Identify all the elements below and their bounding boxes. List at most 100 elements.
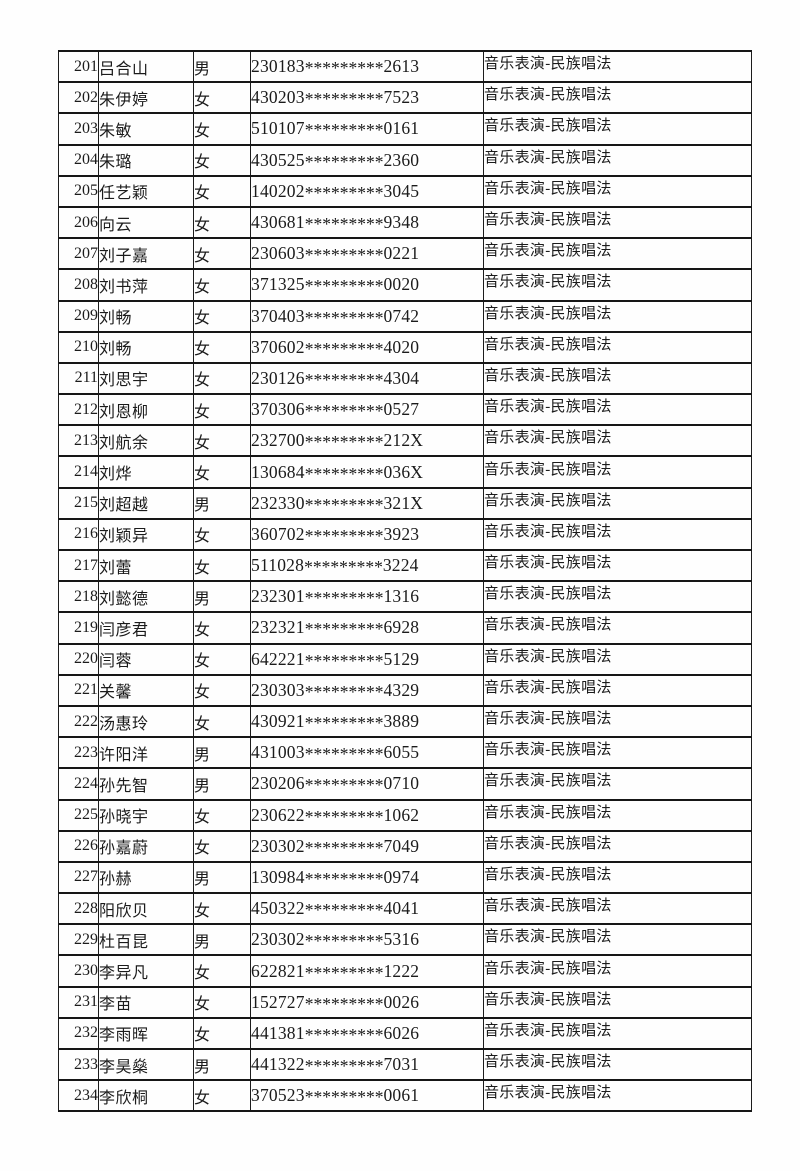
- major-label: 音乐表演-民族唱法: [484, 586, 612, 603]
- table-row: 225 孙晓宇 女 230622*********1062 音乐表演-民族唱法: [58, 798, 752, 832]
- row-index: 218: [58, 580, 99, 614]
- major: 音乐表演-民族唱法: [483, 268, 752, 302]
- table-row: 219 闫彦君 女 232321*********6928 音乐表演-民族唱法: [58, 611, 752, 645]
- gender: 女: [193, 1079, 251, 1113]
- gender: 女: [193, 548, 251, 583]
- major-label: 音乐表演-民族唱法: [484, 711, 612, 728]
- major: 音乐表演-民族唱法: [483, 174, 752, 208]
- major: 音乐表演-民族唱法: [483, 486, 752, 520]
- id-number: 360702*********3923: [250, 517, 484, 552]
- row-index: 234: [58, 1079, 99, 1113]
- student-name: 刘子嘉: [98, 237, 194, 271]
- id-number: 140202*********3045: [250, 174, 484, 208]
- id-number: 430525*********2360: [250, 143, 484, 177]
- row-index: 220: [58, 642, 99, 676]
- row-index: 203: [58, 112, 99, 146]
- major-label: 音乐表演-民族唱法: [484, 617, 612, 634]
- major: 音乐表演-民族唱法: [483, 923, 752, 957]
- id-number: 370523*********0061: [250, 1079, 484, 1113]
- table-row: 230 李异凡 女 622821*********1222 音乐表演-民族唱法: [58, 954, 752, 988]
- student-name: 孙赫: [98, 860, 194, 895]
- row-index: 224: [58, 767, 99, 801]
- major-label: 音乐表演-民族唱法: [484, 773, 612, 790]
- table-row: 206 向云 女 430681*********9348 音乐表演-民族唱法: [58, 205, 752, 240]
- row-index: 222: [58, 704, 99, 739]
- major-label: 音乐表演-民族唱法: [484, 461, 612, 478]
- id-number: 430921*********3889: [250, 704, 484, 739]
- major-label: 音乐表演-民族唱法: [484, 835, 612, 852]
- major: 音乐表演-民族唱法: [483, 299, 752, 333]
- major-label: 音乐表演-民族唱法: [484, 1022, 612, 1039]
- student-name: 杜百昆: [98, 923, 194, 957]
- row-index: 233: [58, 1047, 99, 1082]
- major: 音乐表演-民族唱法: [483, 704, 752, 739]
- gender: 女: [193, 985, 251, 1019]
- gender: 男: [193, 860, 251, 895]
- row-index: 201: [58, 49, 99, 84]
- student-name: 向云: [98, 205, 194, 240]
- student-name: 朱璐: [98, 143, 194, 177]
- major-label: 音乐表演-民族唱法: [484, 804, 612, 821]
- student-name: 吕合山: [98, 49, 194, 84]
- table-row: 204 朱璐 女 430525*********2360 音乐表演-民族唱法: [58, 143, 752, 177]
- student-name: 刘畅: [98, 330, 194, 364]
- major-label: 音乐表演-民族唱法: [484, 648, 612, 665]
- gender: 女: [193, 205, 251, 240]
- student-name: 李昊燊: [98, 1047, 194, 1082]
- major-label: 音乐表演-民族唱法: [484, 274, 612, 291]
- gender: 男: [193, 736, 251, 770]
- row-index: 212: [58, 393, 99, 427]
- gender: 男: [193, 923, 251, 957]
- major-label: 音乐表演-民族唱法: [484, 492, 612, 509]
- student-name: 刘恩柳: [98, 393, 194, 427]
- major-label: 音乐表演-民族唱法: [484, 399, 612, 416]
- id-number: 232330*********321X: [250, 486, 484, 520]
- major: 音乐表演-民族唱法: [483, 330, 752, 364]
- table-row: 210 刘畅 女 370602*********4020 音乐表演-民族唱法: [58, 330, 752, 364]
- student-name: 关馨: [98, 673, 194, 707]
- table-row: 215 刘超越 男 232330*********321X 音乐表演-民族唱法: [58, 486, 752, 520]
- major: 音乐表演-民族唱法: [483, 455, 752, 489]
- table-row: 233 李昊燊 男 441322*********7031 音乐表演-民族唱法: [58, 1047, 752, 1082]
- major: 音乐表演-民族唱法: [483, 517, 752, 552]
- student-name: 刘颖异: [98, 517, 194, 552]
- gender: 女: [193, 393, 251, 427]
- row-index: 227: [58, 860, 99, 895]
- gender: 女: [193, 1016, 251, 1051]
- major-label: 音乐表演-民族唱法: [484, 430, 612, 447]
- gender: 女: [193, 361, 251, 396]
- id-number: 370403*********0742: [250, 299, 484, 333]
- major: 音乐表演-民族唱法: [483, 143, 752, 177]
- student-name: 李苗: [98, 985, 194, 1019]
- major: 音乐表演-民族唱法: [483, 1079, 752, 1113]
- table-row: 207 刘子嘉 女 230603*********0221 音乐表演-民族唱法: [58, 237, 752, 271]
- gender: 女: [193, 673, 251, 707]
- student-name: 刘书萍: [98, 268, 194, 302]
- gender: 男: [193, 580, 251, 614]
- gender: 女: [193, 174, 251, 208]
- table-row: 209 刘畅 女 370403*********0742 音乐表演-民族唱法: [58, 299, 752, 333]
- table-row: 229 杜百昆 男 230302*********5316 音乐表演-民族唱法: [58, 923, 752, 957]
- major: 音乐表演-民族唱法: [483, 642, 752, 676]
- major-label: 音乐表演-民族唱法: [484, 991, 612, 1008]
- gender: 女: [193, 330, 251, 364]
- row-index: 221: [58, 673, 99, 707]
- gender: 女: [193, 611, 251, 645]
- row-index: 215: [58, 486, 99, 520]
- table-row: 202 朱伊婷 女 430203*********7523 音乐表演-民族唱法: [58, 81, 752, 115]
- gender: 女: [193, 517, 251, 552]
- id-number: 370306*********0527: [250, 393, 484, 427]
- table-row: 201 吕合山 男 230183*********2613 音乐表演-民族唱法: [58, 49, 752, 84]
- row-index: 228: [58, 892, 99, 926]
- gender: 男: [193, 49, 251, 84]
- id-number: 431003*********6055: [250, 736, 484, 770]
- table-row: 214 刘烨 女 130684*********036X 音乐表演-民族唱法: [58, 455, 752, 489]
- row-index: 219: [58, 611, 99, 645]
- table-row: 220 闫蓉 女 642221*********5129 音乐表演-民族唱法: [58, 642, 752, 676]
- id-number: 230302*********5316: [250, 923, 484, 957]
- student-name: 刘畅: [98, 299, 194, 333]
- id-number: 230183*********2613: [250, 49, 484, 84]
- major: 音乐表演-民族唱法: [483, 860, 752, 895]
- gender: 男: [193, 767, 251, 801]
